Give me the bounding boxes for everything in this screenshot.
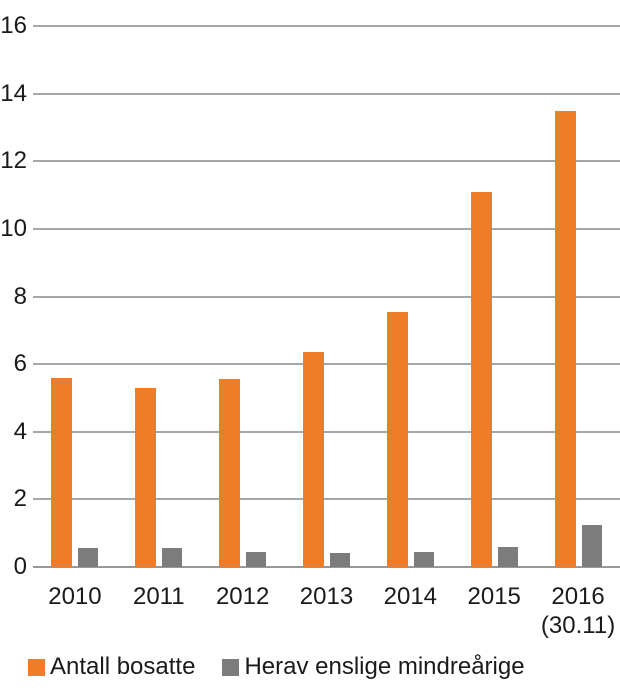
x-tick-label-line: (30.11)	[540, 612, 616, 639]
gridline-y-16	[33, 25, 620, 27]
bar-herav-enslige-mindre-rige-2013	[330, 553, 350, 567]
plot-area	[33, 25, 620, 568]
legend: Antall bosatte Herav enslige mindreårige	[28, 654, 525, 680]
legend-item-herav-enslige-mindre-rige: Herav enslige mindreårige	[222, 653, 525, 680]
gridline-y-2	[33, 498, 620, 501]
bar-herav-enslige-mindre-rige-2010	[78, 548, 99, 567]
y-tick-label-14: 14	[0, 79, 27, 107]
y-tick-label-10: 10	[0, 214, 27, 242]
bar-antall-bosatte-2014	[386, 311, 408, 567]
legend-label: Herav enslige mindreårige	[244, 653, 525, 680]
x-tick-label-2013: 2013	[272, 582, 382, 611]
x-tick-label-2011: 2011	[104, 582, 214, 611]
x-tick-label-2010: 2010	[20, 582, 130, 611]
gridline-y-8	[33, 295, 620, 298]
bar-antall-bosatte-2012	[219, 379, 241, 567]
x-tick-label-2014: 2014	[355, 582, 465, 611]
x-tick-label-line: 2013	[299, 583, 354, 610]
gridline-y-6	[33, 363, 620, 366]
bar-antall-bosatte-2010	[51, 377, 73, 567]
bar-antall-bosatte-2011	[135, 387, 157, 567]
y-tick-label-16: 16	[0, 12, 27, 39]
x-axis-line	[33, 566, 620, 568]
y-tick-label-6: 6	[13, 350, 27, 378]
gridline-y-14	[33, 92, 620, 95]
y-tick-label-4: 4	[13, 417, 27, 445]
bar-antall-bosatte-2016-30-11	[554, 110, 576, 567]
y-tick-label-2: 2	[13, 485, 27, 513]
x-tick-label-line: 2010	[48, 583, 102, 610]
bar-antall-bosatte-2015	[470, 191, 492, 567]
bar-herav-enslige-mindre-rige-2014	[413, 551, 434, 567]
legend-item-antall-bosatte: Antall bosatte	[28, 654, 195, 680]
gridline-y-10	[33, 227, 620, 230]
x-tick-label-line: 2012	[215, 583, 270, 610]
x-tick-label-line: 2014	[383, 583, 438, 610]
x-tick-label-2012: 2012	[188, 582, 298, 611]
gridline-y-4	[33, 430, 620, 433]
bar-herav-enslige-mindre-rige-2011	[162, 548, 183, 567]
gridline-y-12	[33, 160, 620, 163]
y-tick-label-8: 8	[13, 282, 27, 310]
x-tick-label-line: 2015	[467, 583, 521, 610]
x-tick-label-line: 2016	[551, 583, 605, 610]
x-tick-label-2015: 2015	[439, 582, 549, 611]
x-tick-label-line: 2011	[132, 583, 185, 610]
legend-swatch-icon	[222, 658, 240, 676]
bar-herav-enslige-mindre-rige-2012	[246, 551, 267, 567]
legend-label: Antall bosatte	[50, 653, 196, 680]
y-tick-label-12: 12	[0, 147, 27, 175]
bar-herav-enslige-mindre-rige-2015	[497, 546, 518, 567]
legend-swatch-icon	[28, 658, 45, 676]
bar-antall-bosatte-2013	[303, 352, 324, 567]
bar-herav-enslige-mindre-rige-2016-30-11	[581, 524, 602, 567]
x-tick-label-2016-30-11: 2016 (30.11)	[523, 582, 620, 640]
y-tick-label-0: 0	[13, 553, 27, 580]
